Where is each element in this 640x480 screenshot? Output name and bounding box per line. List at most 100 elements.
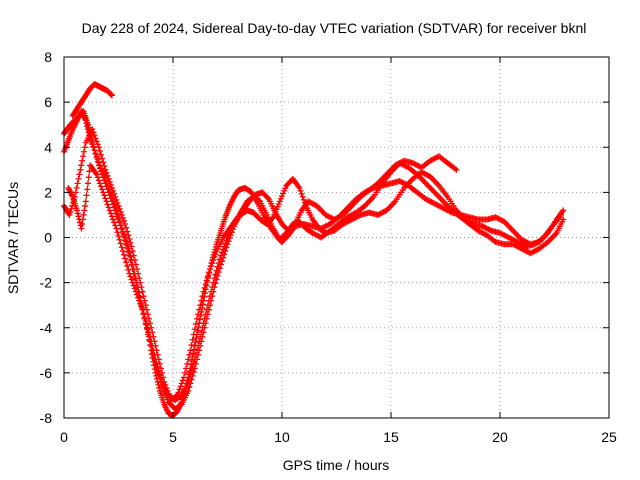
data-point xyxy=(103,169,110,176)
data-point xyxy=(124,263,131,270)
data-point xyxy=(132,261,139,268)
data-point xyxy=(207,266,214,273)
data-point xyxy=(123,224,130,231)
data-point xyxy=(89,141,96,148)
data-point xyxy=(94,174,101,181)
data-point xyxy=(82,198,89,205)
data-point xyxy=(115,202,122,209)
data-point xyxy=(101,163,108,170)
data-point xyxy=(114,211,121,218)
data-point xyxy=(82,117,89,124)
data-point xyxy=(191,346,198,353)
data-point xyxy=(79,216,86,223)
data-point xyxy=(117,222,124,229)
data-point xyxy=(149,342,156,349)
data-point xyxy=(112,204,119,211)
data-point xyxy=(135,270,142,277)
data-point xyxy=(186,375,193,382)
data-point xyxy=(98,165,105,172)
data-point xyxy=(94,141,101,148)
data-point xyxy=(74,207,81,214)
data-point xyxy=(75,213,82,220)
data-point xyxy=(198,297,205,304)
x-axis-label: GPS time / hours xyxy=(283,457,390,473)
data-point xyxy=(139,288,146,295)
data-point xyxy=(134,266,141,273)
data-point xyxy=(125,266,132,273)
data-point xyxy=(126,236,133,243)
data-point xyxy=(203,306,210,313)
data-point xyxy=(100,189,107,196)
data-point xyxy=(197,333,204,340)
data-point xyxy=(67,208,74,215)
data-point xyxy=(190,331,197,338)
data-point xyxy=(91,147,98,154)
data-point xyxy=(187,371,194,378)
data-point xyxy=(119,214,126,221)
data-point xyxy=(104,201,111,208)
data-point xyxy=(129,248,136,255)
data-point xyxy=(180,374,187,381)
data-point xyxy=(213,267,220,274)
data-point xyxy=(88,138,95,145)
data-point xyxy=(83,120,90,127)
data-point xyxy=(220,246,227,253)
data-point xyxy=(96,162,103,169)
data-point xyxy=(82,202,89,209)
data-point xyxy=(298,190,305,197)
data-point xyxy=(91,132,98,139)
data-point xyxy=(79,220,86,227)
data-point xyxy=(209,260,216,267)
y-tick-label: 4 xyxy=(44,139,52,155)
data-point xyxy=(181,369,188,376)
data-point xyxy=(110,187,117,194)
data-point xyxy=(188,342,195,349)
data-point xyxy=(128,276,135,283)
x-tick-label: 25 xyxy=(601,429,617,445)
data-point xyxy=(183,365,190,372)
data-point xyxy=(192,351,199,358)
data-point xyxy=(117,240,124,247)
data-point xyxy=(126,270,133,277)
data-point xyxy=(102,177,109,184)
data-point xyxy=(200,288,207,295)
data-point xyxy=(141,297,148,304)
series-track-e xyxy=(65,162,565,403)
data-point xyxy=(98,183,105,190)
data-point xyxy=(256,197,263,204)
data-point xyxy=(84,186,91,193)
data-point xyxy=(147,320,154,327)
data-point xyxy=(101,192,108,199)
data-point xyxy=(212,251,219,258)
data-point xyxy=(200,320,207,327)
data-point xyxy=(94,156,101,163)
data-point xyxy=(178,380,185,387)
data-point xyxy=(199,324,206,331)
data-point xyxy=(187,347,194,354)
y-tick-label: 0 xyxy=(44,230,52,246)
data-point xyxy=(184,360,191,367)
data-point xyxy=(177,402,184,409)
data-point xyxy=(76,171,83,178)
data-point xyxy=(125,248,132,255)
y-tick-label: 6 xyxy=(44,94,52,110)
data-point xyxy=(116,218,123,225)
data-point xyxy=(117,208,124,215)
data-point xyxy=(103,180,110,187)
data-point xyxy=(137,279,144,286)
data-point xyxy=(147,333,154,340)
x-tick-label: 10 xyxy=(274,429,290,445)
data-point xyxy=(136,275,143,282)
data-point xyxy=(560,216,567,223)
y-tick-labels: -8 -6 -4 -2 0 2 4 6 8 xyxy=(40,49,53,426)
data-point xyxy=(560,207,567,214)
data-point xyxy=(93,171,100,178)
data-point xyxy=(205,269,212,276)
data-point xyxy=(137,300,144,307)
data-point xyxy=(217,252,224,259)
data-point xyxy=(140,310,147,317)
data-point xyxy=(203,277,210,284)
data-point xyxy=(223,237,230,244)
data-point xyxy=(80,153,87,160)
data-point xyxy=(190,360,197,367)
